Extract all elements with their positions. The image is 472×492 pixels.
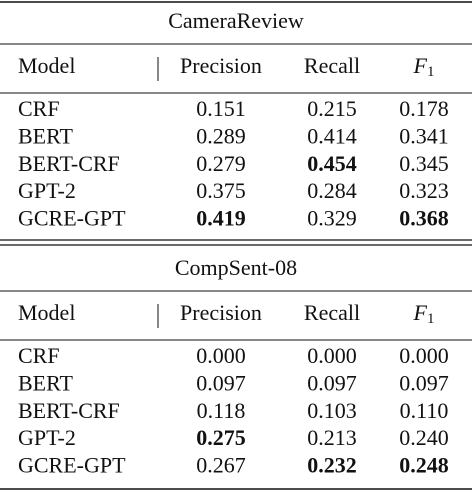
cell: 0.289 xyxy=(196,123,246,148)
row-label: GCRE-GPT xyxy=(18,453,126,478)
cell: 0.368 xyxy=(399,206,449,231)
cell: 0.213 xyxy=(307,425,357,450)
cell: 0.151 xyxy=(196,96,246,121)
column-header: F1 xyxy=(413,300,435,327)
column-header: Precision xyxy=(180,300,262,325)
row-label: GCRE-GPT xyxy=(18,206,126,231)
cell: 0.414 xyxy=(307,123,357,148)
column-header: Model xyxy=(18,300,75,325)
cell: 0.215 xyxy=(307,96,357,121)
column-header: F1 xyxy=(413,53,435,80)
cell: 0.341 xyxy=(399,123,449,148)
cell: 0.097 xyxy=(196,370,246,395)
row-label: BERT xyxy=(18,123,73,148)
header-base: F xyxy=(413,300,428,325)
cell: 0.000 xyxy=(196,343,246,368)
row-label: CRF xyxy=(18,96,60,121)
cell: 0.419 xyxy=(196,206,246,231)
row-label: BERT-CRF xyxy=(18,151,120,176)
cell: 0.232 xyxy=(307,453,357,478)
row-label: GPT-2 xyxy=(18,425,76,450)
column-header: Recall xyxy=(304,53,360,78)
cell: 0.000 xyxy=(307,343,357,368)
cell: 0.097 xyxy=(307,370,357,395)
cell: 0.248 xyxy=(399,453,449,478)
cell: 0.323 xyxy=(399,178,449,203)
cell: 0.345 xyxy=(399,151,449,176)
header-base: F xyxy=(413,53,428,78)
cell: 0.118 xyxy=(197,398,246,423)
cell: 0.240 xyxy=(399,425,449,450)
row-label: BERT-CRF xyxy=(18,398,120,423)
cell: 0.375 xyxy=(196,178,246,203)
cell: 0.000 xyxy=(399,343,449,368)
cell: 0.284 xyxy=(307,178,357,203)
section-title: CameraReview xyxy=(168,8,304,33)
cell: 0.275 xyxy=(196,425,246,450)
cell: 0.110 xyxy=(400,398,449,423)
cell: 0.178 xyxy=(399,96,449,121)
row-label: BERT xyxy=(18,370,73,395)
cell: 0.454 xyxy=(307,151,357,176)
cell: 0.267 xyxy=(196,453,246,478)
row-label: CRF xyxy=(18,343,60,368)
header-sub: 1 xyxy=(427,311,435,327)
header-sub: 1 xyxy=(427,64,435,80)
cell: 0.103 xyxy=(307,398,357,423)
cell: 0.329 xyxy=(307,206,357,231)
cell: 0.097 xyxy=(399,370,449,395)
column-header: Model xyxy=(18,53,75,78)
column-header: Recall xyxy=(304,300,360,325)
column-header: Precision xyxy=(180,53,262,78)
cell: 0.279 xyxy=(196,151,246,176)
section-title: CompSent-08 xyxy=(175,255,297,280)
row-label: GPT-2 xyxy=(18,178,76,203)
